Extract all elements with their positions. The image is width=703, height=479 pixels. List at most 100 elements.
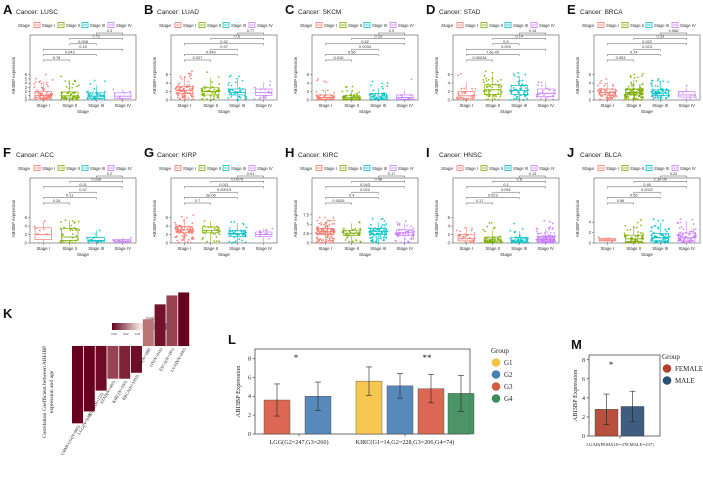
x-tick-label: Stage IV (679, 246, 696, 251)
data-point (326, 219, 329, 222)
data-point (331, 223, 334, 225)
y-tick-label: 0 (166, 98, 169, 103)
data-point (535, 230, 538, 233)
comparison-pvalue: 0.56 (348, 50, 356, 55)
corr-bar (131, 346, 142, 373)
comparison-pvalue: 0.091 (501, 187, 511, 192)
data-point (323, 80, 325, 83)
data-point (325, 240, 328, 243)
data-point (229, 230, 232, 233)
y-axis-label: ABI3BP Expression (572, 369, 579, 422)
data-point (190, 95, 193, 98)
comparison-bracket (660, 175, 687, 178)
data-point (60, 240, 63, 243)
data-point (410, 229, 413, 232)
data-point (187, 80, 190, 83)
data-point (654, 225, 657, 227)
legend-key-g2 (491, 370, 501, 379)
comparison-bracket (69, 181, 123, 183)
data-point (71, 220, 74, 222)
data-point (213, 240, 216, 243)
data-point (485, 98, 488, 101)
data-point (190, 98, 193, 101)
data-point (218, 89, 221, 92)
data-point (242, 231, 245, 233)
legend-label: Stage I (606, 23, 619, 28)
comparison-pvalue: 0.24 (53, 198, 61, 203)
legend-label: Stage I (465, 166, 478, 171)
comparison-bracket (633, 38, 687, 40)
data-point (227, 84, 230, 86)
legend-title: Stage (582, 23, 594, 28)
data-point (268, 237, 270, 240)
x-tick-label: Stage IV (256, 103, 273, 108)
data-point (181, 90, 184, 93)
corr-bar (95, 346, 107, 391)
data-point (624, 241, 627, 244)
comparison-bracket (492, 191, 520, 194)
data-point (636, 221, 639, 224)
legend-key-g4 (491, 394, 501, 403)
data-point (186, 91, 189, 94)
data-point (497, 92, 500, 94)
data-point (233, 92, 236, 95)
data-point (77, 84, 80, 87)
data-point (59, 241, 62, 244)
data-point (626, 95, 629, 98)
data-point (264, 97, 267, 99)
legend-label: Stage II (348, 166, 362, 171)
data-point (641, 242, 644, 244)
comparison-pvalue: 0.01 (79, 182, 87, 187)
data-point (492, 227, 495, 230)
y-tick-label: 4 (248, 394, 251, 400)
y-tick-label: 6 (448, 72, 451, 77)
comparison-bracket (607, 54, 661, 57)
data-point (638, 92, 641, 95)
comparison-pvalue: 0.11 (66, 193, 73, 198)
data-point (599, 88, 602, 91)
panel-g: G Cancer: KIRP Stage Stage I Stage II Stage I… (144, 145, 278, 257)
panel-title: Cancer: KIRP (157, 152, 197, 159)
data-point (541, 89, 544, 92)
y-tick-label: 2 (248, 413, 251, 419)
legend-label: Stage III (372, 23, 387, 28)
comparison-bracket (492, 43, 520, 46)
comparison-bracket (466, 186, 546, 189)
comparison-pvalue: 0.098 (78, 39, 88, 44)
data-point (694, 228, 697, 231)
plot-frame (170, 177, 278, 244)
comparison-bracket (325, 43, 405, 46)
points-stage-4 (677, 84, 697, 101)
data-point (203, 85, 206, 88)
data-point (184, 76, 186, 78)
comparison-pvalue: 0.33 (374, 33, 382, 38)
data-point (630, 89, 633, 92)
data-point (539, 97, 542, 100)
plot-frame (170, 34, 278, 101)
data-point (413, 230, 416, 233)
data-point (402, 233, 404, 235)
comparison-bracket (237, 175, 264, 178)
comparison-pvalue: 0.1 (503, 182, 508, 187)
x-tick-label: Stage II (203, 246, 218, 251)
data-point (324, 232, 327, 235)
data-point (330, 235, 332, 238)
data-point (86, 236, 88, 239)
data-point (509, 89, 511, 92)
y-tick-label: 6 (248, 375, 251, 381)
legend-title: Group (662, 353, 680, 361)
data-point (376, 228, 378, 231)
data-point (233, 220, 236, 223)
y-tick-label: 0 (166, 241, 169, 246)
x-tick-label: Stage I (36, 246, 50, 251)
comparison-bracket (633, 48, 661, 51)
data-point (654, 84, 657, 87)
data-point (540, 84, 543, 87)
data-point (540, 81, 543, 84)
x-axis-label: Stage (77, 109, 89, 114)
data-point (218, 240, 221, 243)
data-point (513, 74, 516, 77)
comparison-pvalue: 0.053 (616, 55, 626, 60)
data-point (381, 87, 384, 90)
